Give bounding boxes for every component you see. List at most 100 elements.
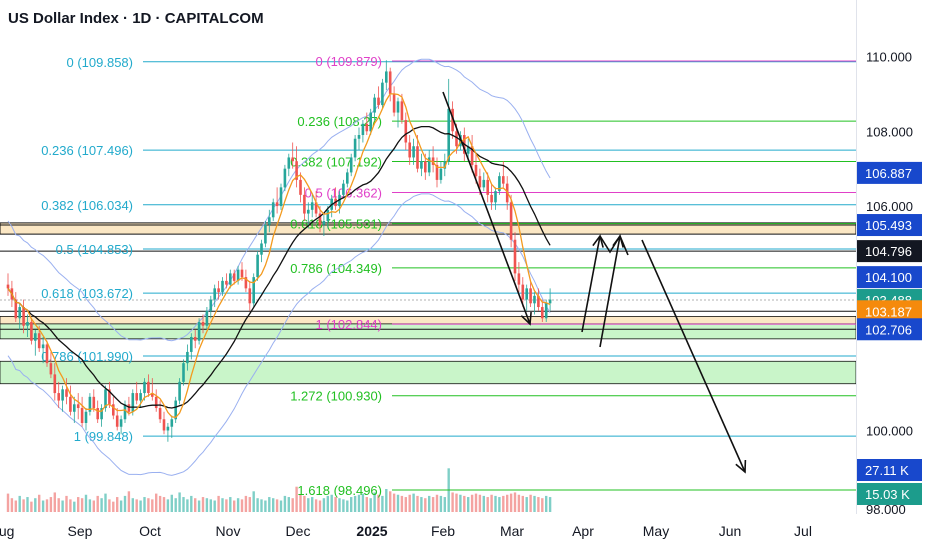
volume-bar [381, 495, 384, 512]
volume-bar [80, 498, 84, 512]
candle-body [57, 393, 60, 401]
volume-bar [373, 492, 376, 512]
price-label: 104.796 [865, 244, 912, 259]
candle-body [396, 101, 400, 113]
candle-body [166, 426, 170, 431]
candle-body [112, 404, 115, 416]
candle-body [307, 209, 310, 214]
volume-bar [49, 497, 53, 512]
candle-body [291, 157, 294, 162]
volume-bar [240, 499, 244, 512]
candle-body [154, 396, 158, 409]
volume-bar [205, 498, 209, 512]
candle-body [197, 322, 201, 341]
volume-bar [478, 494, 482, 512]
volume-bar [92, 500, 95, 512]
candle-body [517, 273, 521, 285]
candle-body [151, 393, 154, 397]
price-axis: 110.000 108.000 106.000 100.000 98.000 106.88… [857, 49, 922, 517]
candle-body [100, 408, 103, 420]
price-label: 105.493 [865, 218, 912, 233]
candle-body [502, 176, 505, 184]
price-label: 103.187 [865, 304, 912, 319]
candle-body [135, 393, 138, 401]
candle-body [92, 396, 96, 409]
candle-body [303, 194, 306, 214]
volume-bar [275, 499, 279, 512]
volume-bar [467, 497, 470, 512]
candle-body [416, 146, 419, 169]
candle-body [143, 381, 146, 394]
price-tick: 100.000 [866, 423, 913, 438]
volume-bar [385, 489, 388, 512]
fib-left-label: 0.382 (106.034) [41, 198, 133, 213]
fib-left-label: 0.5 (104.853) [56, 242, 133, 257]
fib-right-label: 0.618 (105.531) [290, 217, 382, 232]
candle-body [408, 142, 411, 158]
candle-body [96, 408, 99, 420]
volume-bar [65, 495, 68, 512]
volume-bar [268, 497, 271, 512]
projection-arrow-line [581, 235, 601, 333]
chart-title: US Dollar Index · 1D · CAPITALCOM [8, 10, 264, 27]
volume-bar [139, 500, 142, 512]
time-tick: Jul [794, 523, 812, 539]
time-tick: Mar [500, 523, 524, 539]
candle-body [170, 419, 174, 427]
volume-bar [377, 494, 380, 512]
volume-bar [84, 494, 88, 512]
candle-body [474, 164, 478, 177]
price-label-box [857, 318, 922, 341]
ma-fast-line [7, 93, 551, 419]
candle-body [61, 389, 64, 401]
candle-body [326, 209, 330, 222]
time-tick: 2025 [356, 523, 387, 539]
volume-bar [545, 495, 548, 512]
projection-arrow-line [599, 235, 621, 348]
candle-body [271, 202, 275, 218]
candle-body [353, 138, 357, 158]
volume-label-box [857, 459, 922, 481]
candle-body [486, 179, 489, 195]
candle-body [182, 363, 185, 382]
volume-bar [10, 498, 14, 512]
candle-body [509, 202, 513, 240]
candle-body [123, 404, 127, 420]
candle-body [373, 97, 376, 113]
volume-bar [330, 494, 333, 512]
candle-body [342, 183, 345, 195]
candle-body [30, 322, 33, 341]
candle-body [439, 168, 443, 180]
candle-body [443, 161, 447, 169]
candle-body [541, 307, 544, 319]
candle-body [119, 419, 123, 427]
axis-separator [856, 0, 857, 514]
volume-bar [303, 495, 306, 512]
fib-right-label: 0.236 (108.27) [297, 114, 382, 129]
candle-body [256, 254, 259, 278]
candle-body [108, 389, 111, 405]
candle-body [45, 344, 49, 364]
volume-bar [451, 492, 454, 512]
candle-body [193, 336, 197, 341]
volume-bar [435, 494, 439, 512]
time-tick: Oct [139, 523, 161, 539]
candle-body [435, 164, 439, 180]
volume-bar [431, 497, 435, 512]
volume-bar [513, 492, 517, 512]
volume-bar [14, 500, 17, 512]
candle-body [346, 172, 349, 184]
price-tick: 106.000 [866, 199, 913, 214]
volume-bar [502, 495, 505, 512]
volume-bar [248, 497, 251, 512]
candle-body [221, 280, 224, 293]
projection-arrow-head [520, 311, 532, 326]
moving-averages [7, 93, 551, 419]
candle-body [252, 277, 255, 304]
candle-body [190, 336, 193, 352]
candle-body [268, 217, 271, 225]
volume-bar [400, 495, 404, 512]
candle-body [365, 123, 369, 132]
candle-body [338, 194, 341, 207]
